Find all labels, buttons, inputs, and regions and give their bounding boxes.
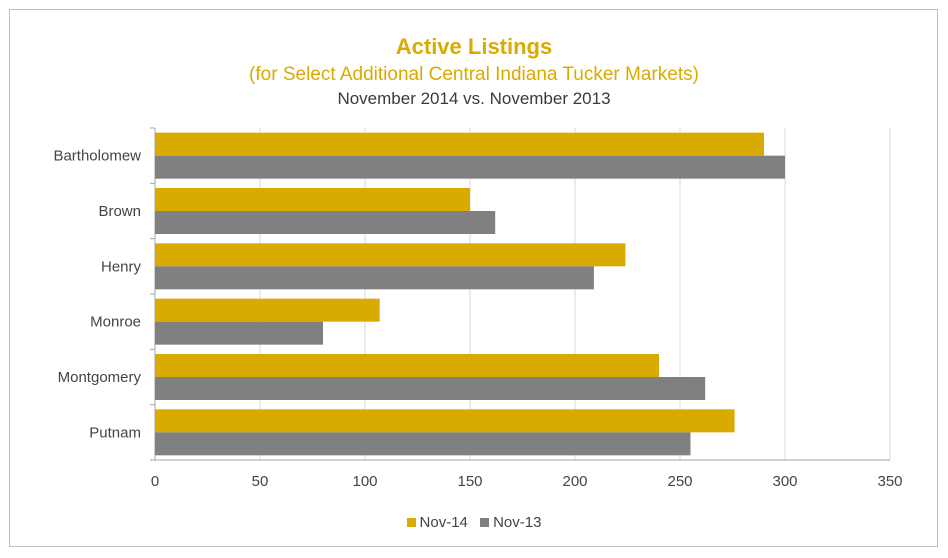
x-tick-label-100: 100: [352, 473, 377, 490]
bar-nov-13-putnam: [155, 432, 691, 456]
bar-nov-13-montgomery: [155, 377, 706, 400]
category-label-montgomery: Montgomery: [58, 369, 142, 386]
legend-item-nov-14: Nov-14: [406, 514, 468, 531]
x-tick-label-50: 50: [252, 473, 269, 490]
legend-swatch-nov-14: [406, 517, 416, 527]
x-tick-label-350: 350: [877, 473, 902, 490]
legend: Nov-14 Nov-13: [0, 514, 948, 531]
chart-title: Active Listings: [395, 34, 553, 59]
x-tick-label-200: 200: [562, 473, 587, 490]
bar-nov-13-bartholomew: [155, 155, 785, 179]
x-tick-label-250: 250: [667, 473, 692, 490]
bar-nov-13-monroe: [155, 321, 323, 345]
category-label-putnam: Putnam: [89, 424, 141, 441]
bar-nov-13-brown: [155, 211, 496, 234]
bar-nov-14-montgomery: [155, 354, 659, 377]
bar-nov-14-henry: [155, 243, 626, 267]
category-label-brown: Brown: [98, 203, 141, 220]
x-tick-label-300: 300: [772, 473, 797, 490]
chart-subtitle: (for Select Additional Central Indiana T…: [249, 64, 699, 85]
bar-nov-14-brown: [155, 188, 470, 211]
chart-date-range: November 2014 vs. November 2013: [337, 89, 611, 108]
legend-item-nov-13: Nov-13: [480, 514, 541, 531]
category-label-henry: Henry: [101, 258, 142, 275]
x-tick-label-0: 0: [151, 473, 159, 490]
bar-nov-14-putnam: [155, 409, 735, 433]
legend-swatch-nov-13: [480, 517, 490, 527]
category-label-monroe: Monroe: [90, 314, 141, 331]
x-tick-label-150: 150: [457, 473, 482, 490]
bar-nov-14-bartholomew: [155, 132, 764, 156]
category-label-bartholomew: Bartholomew: [53, 148, 141, 165]
bar-nov-14-monroe: [155, 298, 380, 322]
legend-label-nov-14: Nov-14: [419, 514, 468, 531]
bar-nov-13-henry: [155, 266, 594, 290]
legend-label-nov-13: Nov-13: [493, 514, 542, 531]
